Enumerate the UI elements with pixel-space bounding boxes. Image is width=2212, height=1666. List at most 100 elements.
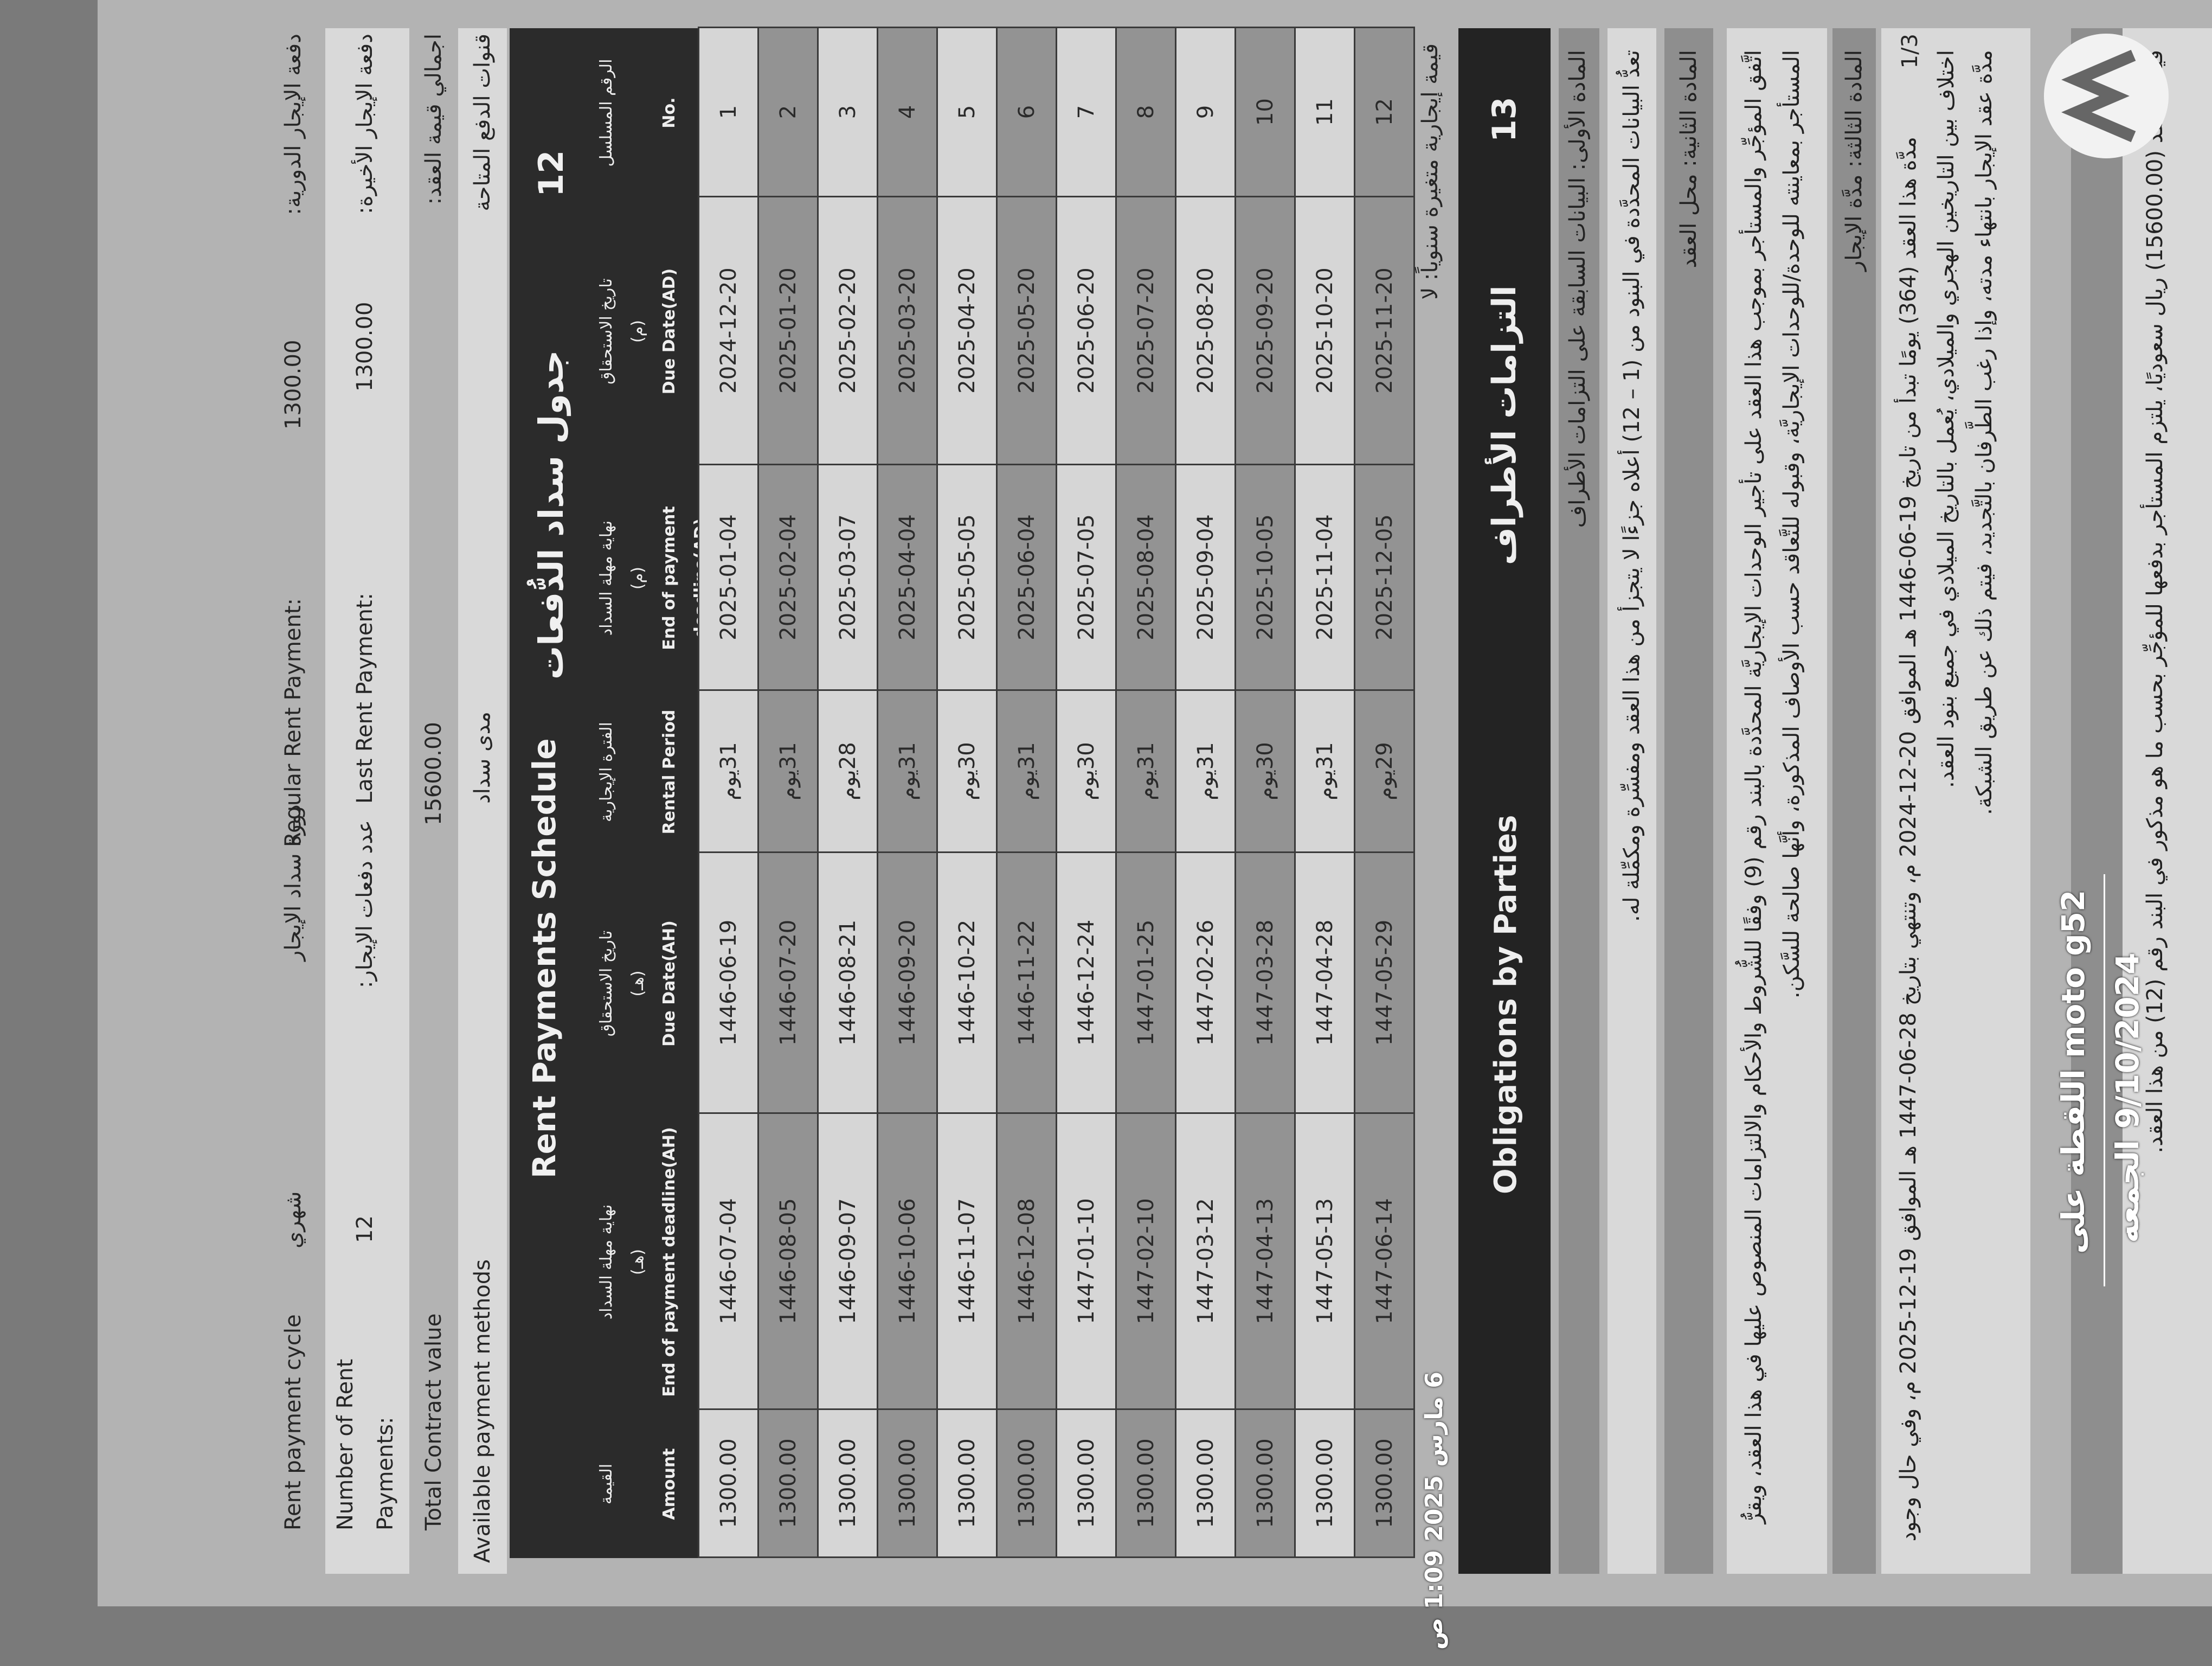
value: 15600.00 bbox=[421, 722, 446, 825]
table-cell: 2025-01-04 bbox=[698, 464, 758, 690]
column-header-sub: (م) bbox=[628, 567, 647, 590]
table-cell: 1300.00 bbox=[1235, 1409, 1295, 1558]
table-cell: 1300.00 bbox=[1116, 1409, 1176, 1558]
column-header: الرقم المسلسل No. bbox=[591, 28, 685, 197]
table-cell: 29يوم bbox=[1354, 690, 1414, 853]
schedule-title-en: Rent Payments Schedule bbox=[526, 738, 563, 1178]
article-2-title: المادة الثانية: محل العقد bbox=[1664, 28, 1713, 1574]
article-3-line: مدَّة عقد الإيجار بانتهاء مدته، وإذا رغب… bbox=[1972, 50, 1997, 815]
table-row: 1300.00 1447-04-13 1447-03-28 30يوم 2025-10-… bbox=[1235, 27, 1295, 1558]
table-cell: 1300.00 bbox=[818, 1409, 878, 1558]
table-cell: 1300.00 bbox=[996, 1409, 1057, 1558]
table-cell: 1300.00 bbox=[1175, 1409, 1236, 1558]
table-cell: 10 bbox=[1235, 27, 1295, 197]
table-cell: 2025-07-05 bbox=[1056, 464, 1116, 690]
table-cell: 4 bbox=[877, 27, 937, 197]
table-cell: 1446-08-05 bbox=[758, 1113, 818, 1409]
table-cell: 1446-07-04 bbox=[698, 1113, 758, 1409]
column-header: الفترة الإيجارية Rental Period bbox=[591, 691, 685, 853]
table-cell: 2025-06-20 bbox=[1056, 196, 1116, 465]
column-header-en: Amount bbox=[660, 1448, 679, 1520]
table-cell: 1447-02-26 bbox=[1175, 852, 1236, 1113]
column-header-sub bbox=[622, 1410, 654, 1558]
table-row: 1300.00 1447-01-10 1446-12-24 30يوم 2025-07-… bbox=[1056, 27, 1116, 1558]
value: 12 bbox=[352, 1215, 377, 1243]
table-cell: 1300.00 bbox=[877, 1409, 937, 1558]
table-row: 1300.00 1447-02-10 1447-01-25 31يوم 2025-08-… bbox=[1116, 27, 1176, 1558]
table-cell: 1447-05-13 bbox=[1295, 1113, 1355, 1409]
table-cell: 30يوم bbox=[1056, 690, 1116, 853]
label-ar: دفعة الإيجار الدورية: bbox=[281, 34, 306, 215]
table-cell: 1446-09-20 bbox=[877, 852, 937, 1113]
column-header-ar: الفترة الإيجارية bbox=[597, 722, 616, 822]
article-1-text: تعدُّ البيانات المحدَّدة في البنود من (1… bbox=[1607, 28, 1656, 1574]
label-en: Available payment methods bbox=[470, 1259, 495, 1563]
table-cell: 31يوم bbox=[1175, 690, 1236, 853]
table-cell: 30يوم bbox=[1235, 690, 1295, 853]
table-cell: 2025-05-05 bbox=[937, 464, 997, 690]
table-cell: 2025-02-04 bbox=[758, 464, 818, 690]
table-row: 1300.00 1446-10-06 1446-09-20 31يوم 2025-04-… bbox=[877, 27, 937, 1558]
column-header-en: Rental Period bbox=[660, 709, 679, 835]
table-cell: 1 bbox=[698, 27, 758, 197]
column-header: القيمة Amount bbox=[591, 1410, 685, 1558]
table-cell: 1447-01-10 bbox=[1056, 1113, 1116, 1409]
column-header: تاريخ الاستحقاق (هـ) Due Date(AH) bbox=[591, 853, 685, 1114]
table-cell: 1447-06-14 bbox=[1354, 1113, 1414, 1409]
column-header-sub bbox=[622, 28, 654, 197]
label-en: Regular Rent Payment: bbox=[281, 598, 306, 847]
column-header-ar: نهاية مهلة السداد bbox=[597, 1204, 616, 1320]
table-cell: 2025-10-05 bbox=[1235, 464, 1295, 690]
table-cell: 1446-10-06 bbox=[877, 1113, 937, 1409]
column-header-en: End of payment deadline(AH) bbox=[660, 1127, 679, 1397]
table-cell: 2025-04-04 bbox=[877, 464, 937, 690]
motorola-logo-icon bbox=[2044, 34, 2169, 158]
article-4-title: الأجرة bbox=[2071, 28, 2123, 1574]
table-cell: 31يوم bbox=[1295, 690, 1355, 853]
table-cell: 1300.00 bbox=[698, 1409, 758, 1558]
article-4-text: قيمة العقد (15600.00) ريال سعوديًا، يلتز… bbox=[2123, 28, 2212, 1574]
column-header-sub: (هـ) bbox=[628, 970, 647, 997]
table-cell: 1300.00 bbox=[758, 1409, 818, 1558]
table-cell: 1446-12-24 bbox=[1056, 852, 1116, 1113]
table-cell: 3 bbox=[818, 27, 878, 197]
column-header-ar: تاريخ الاستحقاق bbox=[597, 930, 616, 1037]
table-cell: 5 bbox=[937, 27, 997, 197]
table-row: 1300.00 1447-06-14 1447-05-29 29يوم 2025-12-… bbox=[1354, 27, 1414, 1558]
table-row: 1300.00 1446-12-08 1446-11-22 31يوم 2025-06-… bbox=[996, 27, 1057, 1558]
table-cell: 30يوم bbox=[937, 690, 997, 853]
overlay-divider bbox=[2104, 874, 2105, 1286]
table-cell: 2025-10-20 bbox=[1295, 196, 1355, 465]
photo-device-label: moto g52 اللقطة على bbox=[2055, 889, 2092, 1254]
table-cell: 1446-06-19 bbox=[698, 852, 758, 1113]
column-header-en: Due Date(AD) bbox=[660, 268, 679, 395]
article-3-line: اختلاف بين التاريخين الهجري والميلادي، ي… bbox=[1934, 50, 1959, 789]
table-cell: 1446-08-21 bbox=[818, 852, 878, 1113]
article-2-line: اتَّفق المؤجِّر والمستأجر بموجب هذا العق… bbox=[1741, 50, 1766, 1524]
label-en: Total Contract value bbox=[421, 1313, 446, 1530]
photo-timestamp: 6 مارس 2025 1:09 ص bbox=[1420, 1372, 1448, 1650]
article-2-text: اتَّفق المؤجِّر والمستأجر بموجب هذا العق… bbox=[1727, 28, 1827, 1574]
table-cell: 1300.00 bbox=[937, 1409, 997, 1558]
table-cell: 2 bbox=[758, 27, 818, 197]
table-cell: 1447-02-10 bbox=[1116, 1113, 1176, 1409]
table-cell: 28يوم bbox=[818, 690, 878, 853]
table-cell: 31يوم bbox=[698, 690, 758, 853]
column-header-ar: القيمة bbox=[597, 1463, 616, 1505]
table-cell: 12 bbox=[1354, 27, 1414, 197]
page-number: 1/3 bbox=[1898, 34, 1922, 69]
table-row: 1300.00 1447-03-12 1447-02-26 31يوم 2025-09-… bbox=[1175, 27, 1236, 1558]
column-header-ar: نهاية مهلة السداد bbox=[597, 520, 616, 636]
variable-rent-note: قيمة إيجارية متغيرة سنوياً: لا bbox=[1418, 43, 1443, 300]
table-cell: 2025-08-04 bbox=[1116, 464, 1176, 690]
column-header: تاريخ الاستحقاق (م) Due Date(AD) bbox=[591, 197, 685, 465]
column-header-ar: تاريخ الاستحقاق bbox=[597, 278, 616, 385]
summary-row-total: Total Contract value 15600.00 اجمالي قيم… bbox=[409, 28, 458, 1574]
table-cell: 11 bbox=[1295, 27, 1355, 197]
table-cell: 1446-11-07 bbox=[937, 1113, 997, 1409]
table-row: 1300.00 1447-05-13 1447-04-28 31يوم 2025-11-… bbox=[1295, 27, 1355, 1558]
table-cell: 2025-11-04 bbox=[1295, 464, 1355, 690]
article-1-title: المادة الأولى: البيانات السابقة على التز… bbox=[1559, 28, 1599, 1574]
table-cell: 1447-04-28 bbox=[1295, 852, 1355, 1113]
table-row: 1300.00 1446-11-07 1446-10-22 30يوم 2025-05-… bbox=[937, 27, 997, 1558]
